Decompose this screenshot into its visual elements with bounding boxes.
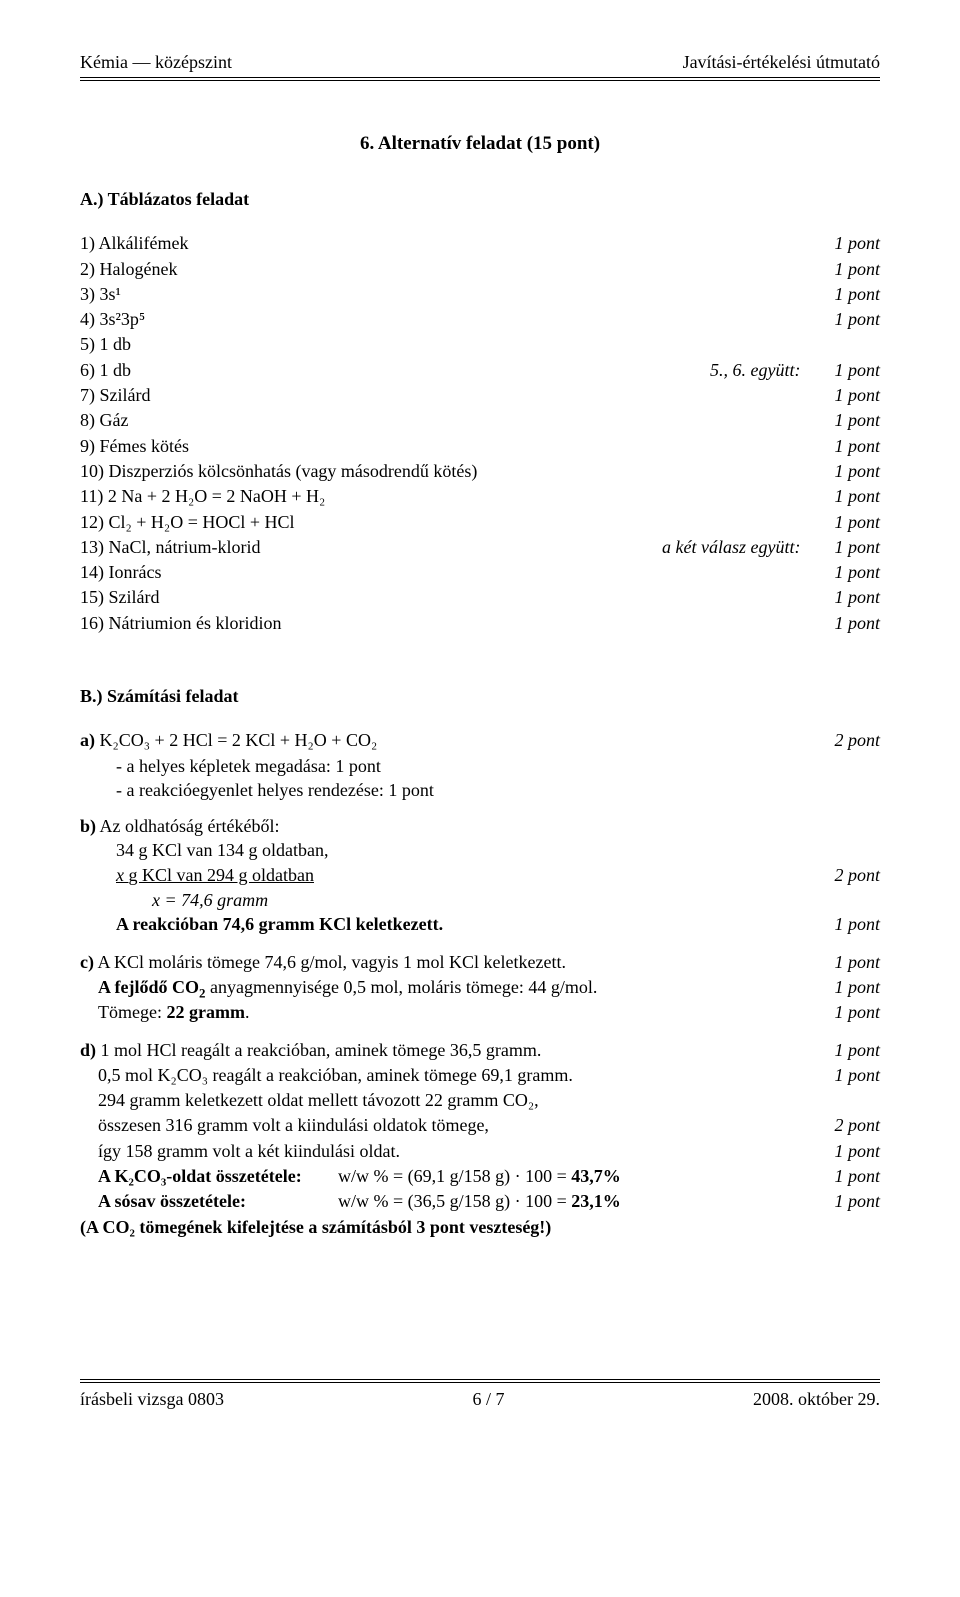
header-rule-2 <box>80 80 880 81</box>
b-d-l5: így 158 gramm volt a két kiindulási olda… <box>80 1139 880 1163</box>
footer-block: írásbeli vizsga 0803 6 / 7 2008. október… <box>80 1379 880 1411</box>
a-item-7: 7) Szilárd1 pont <box>80 383 880 407</box>
b-note: (A CO₂ tömegének kifelejtése a számításb… <box>80 1215 880 1239</box>
b-d-l3: 294 gramm keletkezett oldat mellett távo… <box>80 1088 880 1112</box>
a-item-10: 10) Diszperziós kölcsönhatás (vagy másod… <box>80 459 880 483</box>
a-item-5: 5) 1 db <box>80 332 880 356</box>
a-item-2: 2) Halogének1 pont <box>80 257 880 281</box>
b-b-l3: x = 74,6 gramm <box>80 888 880 912</box>
b-b-l2: x g KCl van 294 g oldatban 2 pont <box>80 863 880 887</box>
b-d-l4: összesen 316 gramm volt a kiindulási old… <box>80 1113 880 1137</box>
b-a-sub1: - a helyes képletek megadása: 1 pont <box>80 754 880 778</box>
b-b-l1: 34 g KCl van 134 g oldatban, <box>80 838 880 862</box>
a-item-8: 8) Gáz1 pont <box>80 408 880 432</box>
a-item-11: 11) 2 Na + 2 H₂O = 2 NaOH + H₂1 pont <box>80 484 880 508</box>
b-c-l3: Tömege: 22 gramm. 1 pont <box>80 1000 880 1024</box>
a-item-15: 15) Szilárd1 pont <box>80 585 880 609</box>
b-d-l7: A sósav összetétele: w/w % = (36,5 g/158… <box>80 1189 880 1213</box>
footer-center: 6 / 7 <box>472 1387 504 1411</box>
task-title: 6. Alternatív feladat (15 pont) <box>80 131 880 157</box>
b-a-line: a) K₂CO₃ + 2 HCl = 2 KCl + H₂O + CO₂ 2 p… <box>80 728 880 752</box>
header-right: Javítási-értékelési útmutató <box>683 50 880 74</box>
a-item-4: 4) 3s²3p⁵1 pont <box>80 307 880 331</box>
a-item-14: 14) Ionrács1 pont <box>80 560 880 584</box>
footer-left: írásbeli vizsga 0803 <box>80 1387 224 1411</box>
section-b-heading: B.) Számítási feladat <box>80 684 880 708</box>
b-d-l2: 0,5 mol K₂CO₃ reagált a reakcióban, amin… <box>80 1063 880 1087</box>
b-c-l2: A fejlődő CO2 anyagmennyisége 0,5 mol, m… <box>80 975 880 999</box>
header-left: Kémia — középszint <box>80 50 232 74</box>
a-item-16: 16) Nátriumion és kloridion1 pont <box>80 611 880 635</box>
page-footer: írásbeli vizsga 0803 6 / 7 2008. október… <box>80 1387 880 1411</box>
footer-rule-2 <box>80 1382 880 1383</box>
b-b-l4: A reakcióban 74,6 gramm KCl keletkezett.… <box>80 912 880 936</box>
section-a-heading: A.) Táblázatos feladat <box>80 187 880 211</box>
a-item-6: 6) 1 db5., 6. együtt:1 pont <box>80 358 880 382</box>
a-item-9: 9) Fémes kötés1 pont <box>80 434 880 458</box>
a-item-13: 13) NaCl, nátrium-klorida két válasz egy… <box>80 535 880 559</box>
b-c-l1: c) A KCl moláris tömege 74,6 g/mol, vagy… <box>80 950 880 974</box>
a-item-3: 3) 3s¹1 pont <box>80 282 880 306</box>
header-rule-1 <box>80 77 880 78</box>
b-d-l6: A K₂CO₃-oldat összetétele: w/w % = (69,1… <box>80 1164 880 1188</box>
page-header: Kémia — középszint Javítási-értékelési ú… <box>80 50 880 74</box>
a-item-1: 1) Alkálifémek1 pont <box>80 231 880 255</box>
footer-rule-1 <box>80 1379 880 1380</box>
b-a-sub2: - a reakcióegyenlet helyes rendezése: 1 … <box>80 778 880 802</box>
b-b-head: b) Az oldhatóság értékéből: <box>80 814 880 838</box>
b-d-l1: d) 1 mol HCl reagált a reakcióban, amine… <box>80 1038 880 1062</box>
a-item-12: 12) Cl₂ + H₂O = HOCl + HCl1 pont <box>80 510 880 534</box>
footer-right: 2008. október 29. <box>753 1387 880 1411</box>
